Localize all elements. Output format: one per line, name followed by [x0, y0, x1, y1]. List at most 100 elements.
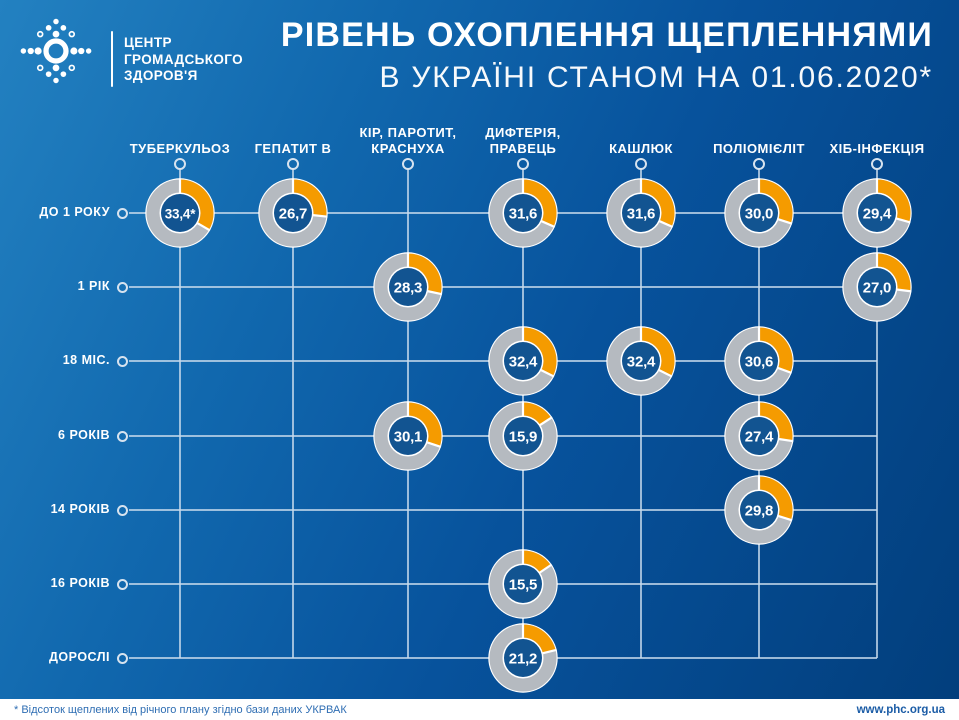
column-header-1: ГЕПАТИТ В [218, 114, 368, 157]
donut-0-6: 29,4 [842, 178, 912, 248]
donut-value-arc [876, 253, 911, 292]
donut-value-arc [522, 624, 556, 654]
donut-center [389, 417, 427, 455]
donut-arc-divider [539, 416, 553, 427]
donut-value: 30,0 [745, 206, 773, 223]
donut-value-arc [522, 550, 551, 573]
row-connector-node-2 [117, 355, 128, 367]
logo-wordmark: ЦЕНТР ГРОМАДСЬКОГО ЗДОРОВ'Я [124, 35, 243, 85]
logo-word-line2: ГРОМАДСЬКОГО [124, 51, 244, 67]
column-connector-node-0 [174, 158, 186, 170]
column-header-line: КАШЛЮК [609, 141, 673, 156]
donut-0-3: 31,6 [488, 178, 558, 248]
donut-center [858, 268, 896, 306]
donut-6-3: 21,2 [488, 623, 558, 693]
donut-center [389, 268, 427, 306]
column-header-line: ТУБЕРКУЛЬОЗ [129, 141, 231, 156]
donut-value-arc [522, 327, 557, 377]
column-connector-node-6 [871, 158, 883, 170]
row-connector-node-3 [117, 430, 128, 442]
grid-line-v-0 [179, 168, 181, 658]
donut-value-arc [640, 327, 675, 377]
donut-value-arc [407, 253, 442, 294]
donut-arc-divider [312, 214, 328, 218]
column-connector-node-1 [287, 158, 299, 170]
donut-center [274, 194, 312, 232]
donut-value: 29,4 [863, 206, 892, 223]
donut-arc-divider [777, 218, 793, 225]
grid-line-v-4 [640, 168, 642, 658]
donut-arc-divider [777, 514, 793, 522]
row-connector-node-4 [117, 504, 128, 516]
donut-arc-divider [658, 220, 674, 228]
donut-value: 27,4 [745, 429, 774, 446]
website-link: www.phc.org.ua [856, 703, 945, 716]
column-connector-node-3 [517, 158, 529, 170]
column-connector-node-4 [635, 158, 647, 170]
donut-center [504, 194, 542, 232]
donut-arc-divider [542, 648, 557, 655]
row-connector-node-1 [117, 281, 128, 293]
donut-value: 28,3 [394, 280, 422, 297]
donut-arc-divider [777, 366, 792, 374]
donut-value: 30,6 [745, 354, 773, 371]
title-line2: В УКРАЇНІ СТАНОМ НА 01.06.2020* [379, 61, 933, 94]
donut-arc-divider [896, 288, 912, 293]
row-label-6: ДОРОСЛІ [49, 650, 110, 664]
column-header-line: ПРАВЕЦЬ [489, 141, 557, 156]
donut-center [740, 342, 778, 380]
donut-center [740, 491, 778, 529]
donut-value: 21,2 [509, 651, 537, 668]
donut-center [504, 565, 542, 603]
row-label-0: ДО 1 РОКУ [39, 205, 110, 219]
column-header-4: КАШЛЮК [566, 114, 716, 157]
footer: * Відсоток щеплених від річного плану зг… [0, 699, 959, 720]
column-header-line: ГЕПАТИТ В [254, 141, 332, 156]
donut-value-arc [640, 179, 675, 227]
row-label-3: 6 РОКІВ [58, 428, 110, 442]
column-header-line: ХІБ-ІНФЕКЦІЯ [829, 141, 925, 156]
donut-0-0: 33,4* [145, 178, 215, 248]
donut-arc-divider [778, 437, 794, 443]
column-header-2: КІР, ПАРОТИТ, КРАСНУХА [333, 114, 483, 157]
phc-logo-icon [20, 18, 92, 84]
donut-value-arc [758, 402, 793, 442]
grid-line-h-4 [129, 509, 877, 511]
donut-value-arc [179, 179, 214, 230]
donut-0-5: 30,0 [724, 178, 794, 248]
donut-value: 31,6 [509, 206, 537, 223]
donut-2-4: 32,4 [606, 326, 676, 396]
donut-0-4: 31,6 [606, 178, 676, 248]
donut-arc-divider [427, 290, 443, 296]
donut-value: 31,6 [627, 206, 655, 223]
grid-line-v-1 [292, 168, 294, 658]
donut-value-arc [522, 402, 552, 426]
grid-line-v-6 [876, 168, 878, 658]
donut-arc-divider [426, 441, 442, 448]
donut-center [740, 194, 778, 232]
row-label-2: 18 МІС. [62, 353, 110, 367]
donut-arc-divider [196, 222, 211, 232]
row-connector-node-6 [117, 652, 128, 664]
donut-arc-divider [540, 368, 555, 378]
row-label-1: 1 РІК [77, 279, 110, 293]
donut-2-5: 30,6 [724, 326, 794, 396]
donut-4-5: 29,8 [724, 475, 794, 545]
donut-arc-divider [538, 563, 553, 574]
donut-center [504, 342, 542, 380]
donut-3-5: 27,4 [724, 401, 794, 471]
title-line1: РІВЕНЬ ОХОПЛЕННЯ ЩЕПЛЕННЯМИ [280, 16, 933, 54]
donut-value: 15,9 [509, 429, 537, 446]
donut-value: 30,1 [394, 429, 422, 446]
donut-center [161, 194, 199, 232]
row-label-5: 16 РОКІВ [50, 576, 110, 590]
donut-center [622, 194, 660, 232]
column-header-line: КРАСНУХА [371, 141, 445, 156]
row-connector-node-5 [117, 578, 128, 590]
column-connector-node-2 [402, 158, 414, 170]
grid-line-h-1 [129, 286, 877, 288]
column-header-5: ПОЛІОМІЄЛІТ [684, 114, 834, 157]
donut-value: 32,4 [627, 354, 656, 371]
